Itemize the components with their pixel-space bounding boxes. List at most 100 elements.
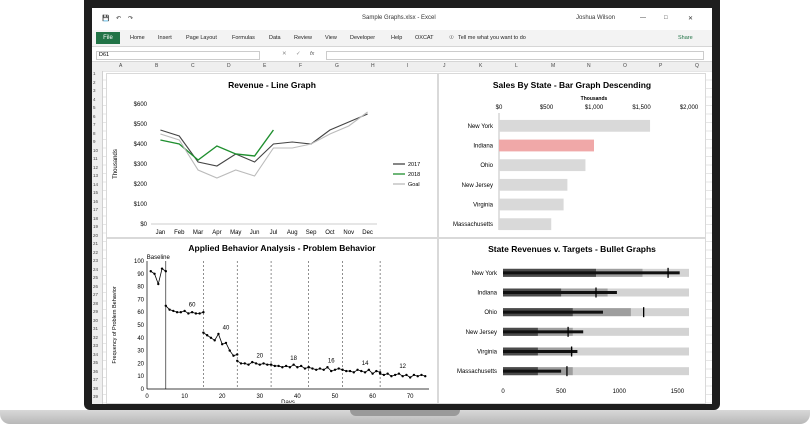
tab-review[interactable]: Review [294,35,313,41]
share-button[interactable]: Share [678,35,693,41]
row-header-14[interactable]: 14 [93,181,99,187]
column-header-l[interactable]: L [515,63,518,69]
row-header-39[interactable]: 39 [93,394,99,399]
row-header-37[interactable]: 37 [93,377,99,382]
tab-oxcat[interactable]: OXCAT [415,35,434,41]
row-header-13[interactable]: 13 [93,173,99,178]
row-header-19[interactable]: 19 [93,224,99,229]
row-header-3[interactable]: 3 [93,88,96,93]
fx-icon[interactable]: fx [310,51,315,57]
save-icon[interactable]: 💾 [102,16,110,22]
data-point [164,304,167,307]
column-header-n[interactable]: N [587,63,591,69]
tab-insert[interactable]: Insert [158,35,172,41]
chart-aba[interactable]: Applied Behavior Analysis - Problem Beha… [106,238,438,404]
row-header-10[interactable]: 10 [93,147,99,153]
category-label: New Jersey [462,183,493,189]
formula-input[interactable] [326,51,704,60]
chart-sales-by-state[interactable]: Sales By State - Bar Graph Descending Tho… [438,73,706,238]
column-header-p[interactable]: P [659,63,663,69]
maximize-icon[interactable]: □ [664,15,668,21]
row-header-38[interactable]: 38 [93,385,99,391]
column-header-g[interactable]: G [335,63,339,69]
row-header-12[interactable]: 12 [93,164,99,170]
tab-home[interactable]: Home [130,35,145,41]
column-header-a[interactable]: A [119,63,123,69]
column-header-q[interactable]: Q [695,63,699,69]
row-header-31[interactable]: 31 [93,326,99,331]
data-point [307,366,310,369]
row-header-36[interactable]: 36 [93,368,99,374]
enter-icon[interactable]: ✓ [296,51,301,57]
redo-icon[interactable]: ↷ [128,16,134,22]
row-header-29[interactable]: 29 [93,309,99,314]
data-point [281,366,284,369]
row-header-2[interactable]: 2 [93,79,96,85]
row-header-18[interactable]: 18 [93,215,99,221]
tab-page-layout[interactable]: Page Layout [186,35,217,41]
row-header-33[interactable]: 33 [93,343,99,348]
name-box[interactable]: D61 [96,51,260,60]
data-point [217,332,220,336]
row-header-8[interactable]: 8 [93,130,96,136]
row-header-11[interactable]: 11 [93,156,98,161]
tab-help[interactable]: Help [391,35,403,41]
column-header-m[interactable]: M [551,63,556,69]
data-point [330,369,333,373]
x-tick-label: 10 [181,394,188,400]
annotation: 16 [328,359,335,365]
row-header-4[interactable]: 4 [93,96,96,102]
column-header-i[interactable]: I [407,63,409,69]
chart-bullet[interactable]: State Revenues v. Targets - Bullet Graph… [438,238,706,404]
undo-icon[interactable]: ↶ [116,16,122,22]
data-point [247,363,250,366]
tab-formulas[interactable]: Formulas [232,35,255,41]
close-icon[interactable]: ✕ [688,16,694,22]
row-header-7[interactable]: 7 [93,122,96,127]
row-header-32[interactable]: 32 [93,334,99,340]
column-header-j[interactable]: J [443,63,446,69]
column-header-c[interactable]: C [191,63,195,69]
column-header-h[interactable]: H [371,63,375,69]
row-header-27[interactable]: 27 [93,292,99,297]
column-header-k[interactable]: K [479,63,483,69]
bar-massachusetts [499,218,552,231]
chart-title: Sales By State - Bar Graph Descending [493,80,651,90]
data-point [153,272,156,275]
column-header-f[interactable]: F [299,63,303,69]
column-header-e[interactable]: E [263,63,267,69]
row-header-5[interactable]: 5 [93,105,96,110]
row-header-28[interactable]: 28 [93,300,99,306]
minimize-icon[interactable]: — [640,15,646,21]
y-tick-label: $0 [140,222,147,228]
row-header-21[interactable]: 21 [93,241,99,246]
row-header-6[interactable]: 6 [93,113,96,119]
chart-revenue-line[interactable]: Revenue - Line Graph $600 $500 $400 $300 $200… [106,73,438,238]
row-header-35[interactable]: 35 [93,360,99,365]
tab-developer[interactable]: Developer [350,35,376,41]
row-header-1[interactable]: 1 [93,71,96,76]
row-header-15[interactable]: 15 [93,190,99,195]
row-header-30[interactable]: 30 [93,317,99,323]
row-header-16[interactable]: 16 [93,198,99,204]
row-header-9[interactable]: 9 [93,139,96,144]
tab-data[interactable]: Data [269,35,281,41]
row-header-34[interactable]: 34 [93,351,99,357]
tell-me-box[interactable]: Tell me what you want to do [458,35,526,41]
row-header-23[interactable]: 23 [93,258,99,263]
column-header-d[interactable]: D [227,63,231,69]
row-header-24[interactable]: 24 [93,266,99,272]
row-header-25[interactable]: 25 [93,275,99,280]
cancel-icon[interactable]: ✕ [282,51,287,57]
row-header-40[interactable]: 40 [93,403,98,405]
row-header-22[interactable]: 22 [93,249,99,255]
user-name[interactable]: Joshua Wilson [576,15,616,21]
data-point [326,366,329,369]
row-header-17[interactable]: 17 [93,207,99,212]
row-header-20[interactable]: 20 [93,232,99,238]
tab-file[interactable]: File [96,32,120,44]
column-header-o[interactable]: O [623,63,627,69]
tab-view[interactable]: View [325,35,337,41]
row-header-26[interactable]: 26 [93,283,99,289]
column-header-b[interactable]: B [155,63,159,69]
